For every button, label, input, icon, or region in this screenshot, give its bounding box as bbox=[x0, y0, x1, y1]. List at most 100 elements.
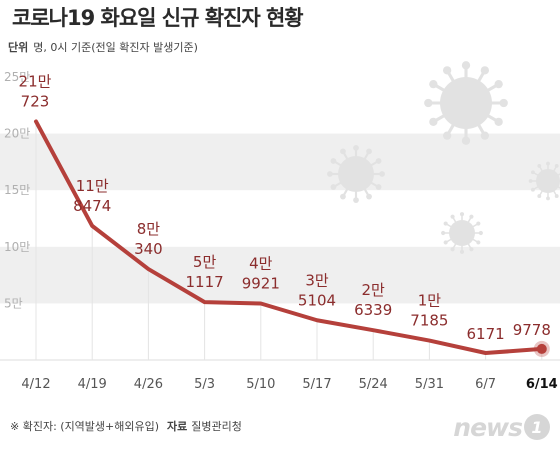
virus-spike-tip bbox=[528, 179, 533, 183]
virus-spike-tip bbox=[476, 240, 481, 245]
virus-spike-tip bbox=[340, 193, 346, 200]
virus-spike-tip bbox=[450, 214, 455, 219]
virus-spike-tip bbox=[442, 131, 452, 140]
virus-spike-tip bbox=[459, 212, 465, 217]
virus-spike-tip bbox=[476, 221, 481, 226]
y-tick-label: 25만 bbox=[4, 70, 30, 84]
virus-spike-tip bbox=[375, 184, 382, 190]
virus-spike-tip bbox=[478, 230, 483, 236]
unit-row: 단위 명, 0시 기준(전일 확진자 발생기준) bbox=[8, 39, 198, 55]
point-label-man: 3만 bbox=[305, 271, 329, 289]
source-name: 질병관리청 bbox=[191, 420, 242, 433]
point-label-value: 6339 bbox=[354, 301, 392, 319]
news1-logo: news 1 bbox=[434, 406, 550, 448]
virus-spike-tip bbox=[494, 79, 503, 89]
x-tick-label: 6/7 bbox=[475, 377, 496, 392]
virus-spike bbox=[557, 186, 560, 189]
x-tick-label: 5/10 bbox=[246, 377, 275, 392]
x-tick-label: 4/19 bbox=[78, 377, 107, 392]
point-label-value: 6171 bbox=[467, 325, 505, 343]
virus-body bbox=[536, 169, 560, 193]
point-label-value: 7185 bbox=[410, 312, 448, 330]
virus-spike-tip bbox=[443, 240, 448, 245]
virus-spike-tip bbox=[537, 194, 542, 198]
point-label-value: 9778 bbox=[513, 321, 551, 339]
band bbox=[0, 246, 560, 304]
virus-spike-tip bbox=[340, 148, 346, 155]
x-tick-label: 5/24 bbox=[359, 377, 388, 392]
virus-spike-tip bbox=[480, 66, 490, 75]
point-label-man: 21만 bbox=[19, 72, 52, 90]
point-label-value: 723 bbox=[21, 92, 50, 110]
virus-icon-large bbox=[424, 61, 508, 145]
virus-decorations bbox=[327, 61, 560, 254]
y-tick-label: 5만 bbox=[4, 296, 23, 310]
virus-spike-tip bbox=[442, 66, 452, 75]
point-label-man: 4만 bbox=[249, 254, 273, 272]
background-bands bbox=[0, 133, 560, 361]
virus-spike-tip bbox=[554, 194, 559, 198]
virus-body bbox=[338, 156, 374, 192]
virus-spike-tip bbox=[461, 136, 471, 145]
y-tick-label: 10만 bbox=[4, 240, 30, 254]
virus-icon-right bbox=[528, 161, 560, 201]
logo-text: news bbox=[453, 412, 523, 442]
virus-spike-tip bbox=[546, 196, 550, 201]
virus-spike-tip bbox=[366, 148, 372, 155]
virus-spike-tip bbox=[441, 230, 446, 236]
point-label-value: 1117 bbox=[186, 273, 224, 291]
virus-spike-tip bbox=[330, 158, 337, 164]
series-line-group bbox=[34, 119, 550, 357]
virus-body bbox=[449, 220, 475, 246]
virus-spike-tip bbox=[494, 117, 503, 127]
virus-spike-tip bbox=[450, 247, 455, 252]
virus-spike-tip bbox=[353, 145, 359, 151]
virus-spike bbox=[557, 173, 560, 176]
virus-icon-small bbox=[441, 212, 483, 254]
virus-spike-tip bbox=[424, 98, 433, 108]
virus-spike-tip bbox=[327, 171, 333, 177]
point-labels: 21만 723 11만 8474 8만 340 5만 1117 4만 9921 3만 5104 2만 63… bbox=[19, 72, 551, 343]
virus-spike-tip bbox=[375, 158, 382, 164]
y-tick-label: 15만 bbox=[4, 183, 30, 197]
series-line bbox=[34, 119, 544, 356]
point-label-value: 340 bbox=[134, 240, 163, 258]
virus-spike-tip bbox=[480, 131, 490, 140]
x-tick-label: 4/26 bbox=[134, 377, 163, 392]
point-label-value: 8474 bbox=[73, 197, 111, 215]
virus-spike-tip bbox=[366, 193, 372, 200]
page-title: 코로나19 화요일 신규 확진자 현황 bbox=[12, 6, 304, 30]
x-tick-label: 6/14 bbox=[526, 377, 558, 392]
virus-spike-tip bbox=[429, 117, 438, 127]
x-tick-label: 5/17 bbox=[302, 377, 331, 392]
virus-spike-tip bbox=[459, 249, 465, 254]
virus-spike-tip bbox=[429, 79, 438, 89]
logo-badge: 1 bbox=[524, 414, 550, 440]
virus-spike-tip bbox=[554, 164, 559, 168]
unit-label: 단위 bbox=[8, 41, 29, 54]
y-axis-ticks: 5만 10만 15만 20만 25만 bbox=[4, 70, 30, 310]
footnote-note: ※ 확진자: (지역발생+해외유입) bbox=[10, 420, 160, 433]
virus-spike-tip bbox=[443, 221, 448, 226]
virus-spike-tip bbox=[546, 161, 550, 166]
virus-spike-tip bbox=[379, 171, 385, 177]
highlight-point bbox=[536, 343, 547, 354]
point-label-value: 9921 bbox=[242, 274, 280, 292]
virus-spike-tip bbox=[469, 214, 474, 219]
virus-spike-tip bbox=[531, 170, 535, 175]
point-label-value: 5104 bbox=[298, 291, 336, 309]
point-label-man: 2만 bbox=[362, 281, 386, 299]
point-label-man: 1만 bbox=[418, 292, 442, 310]
virus-spike-tip bbox=[469, 247, 474, 252]
virus-spike-tip bbox=[461, 61, 471, 70]
virus-spike-tip bbox=[537, 164, 542, 168]
point-label-man: 11만 bbox=[76, 177, 109, 195]
virus-body bbox=[440, 77, 492, 129]
virus-icon-medium bbox=[327, 145, 385, 203]
source-label: 자료 bbox=[167, 420, 188, 433]
x-gridlines bbox=[35, 121, 543, 360]
point-label-man: 5만 bbox=[193, 253, 217, 271]
point-label-man: 8만 bbox=[137, 220, 161, 238]
x-axis-ticks: 4/12 4/19 4/26 5/3 5/10 5/17 5/24 5/31 6/7 6/14 bbox=[21, 377, 557, 392]
